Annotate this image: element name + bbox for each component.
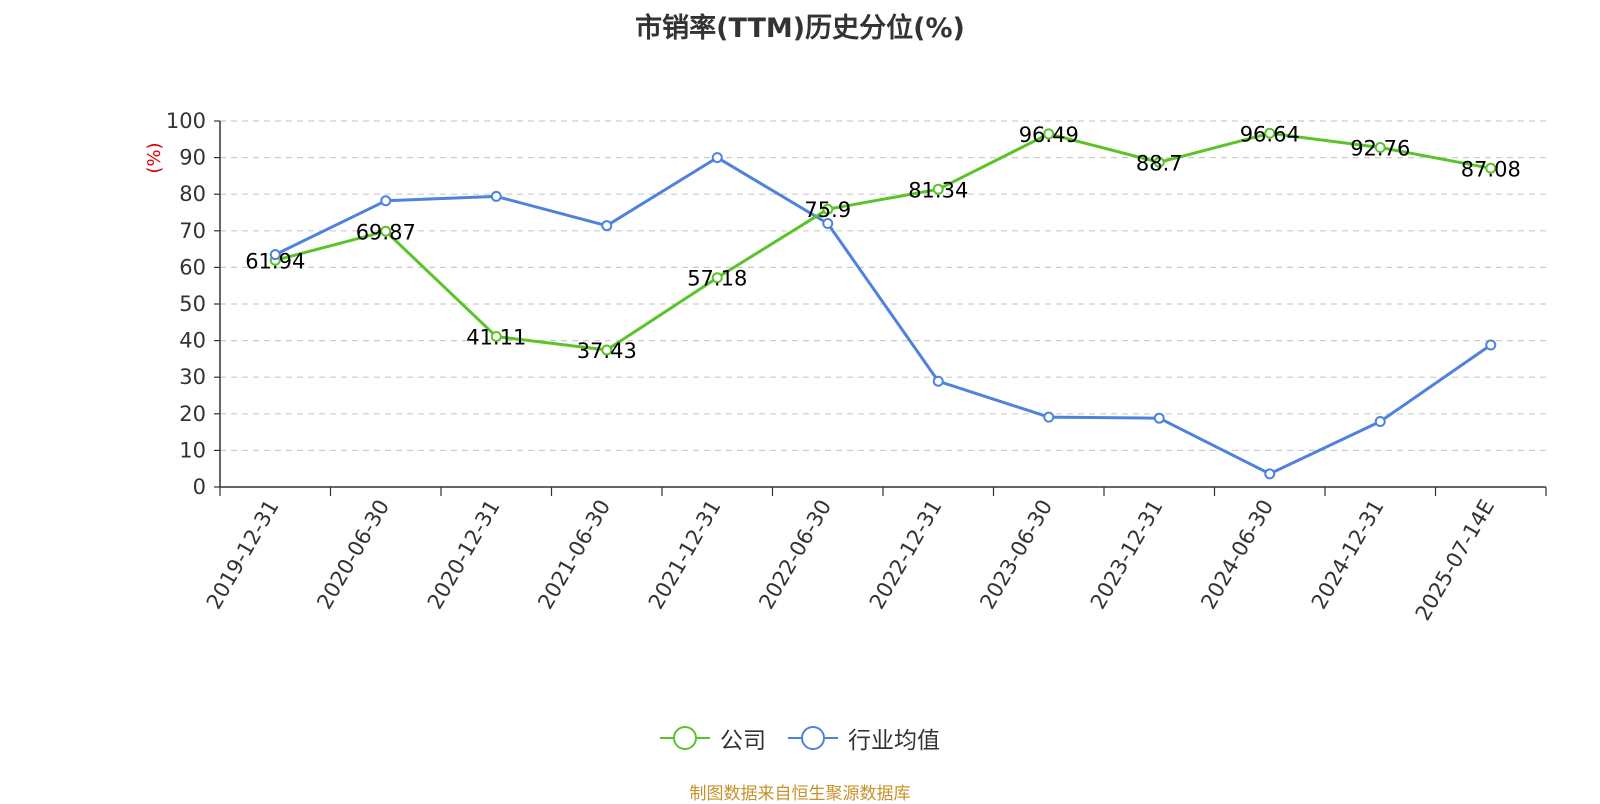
data-label: 92.76 — [1350, 136, 1410, 160]
data-label: 61.94 — [245, 249, 305, 273]
data-label: 57.18 — [687, 267, 747, 291]
data-point — [711, 272, 723, 284]
x-tick-label: 2024-06-30 — [1196, 496, 1278, 614]
x-tick-label: 2019-12-31 — [202, 496, 284, 614]
data-point — [822, 203, 834, 215]
data-point — [1043, 411, 1055, 423]
data-label: 41.11 — [466, 326, 526, 350]
data-label: 37.43 — [577, 339, 637, 363]
legend-label-company: 公司 — [720, 728, 766, 754]
data-label: 75.9 — [804, 198, 851, 222]
data-point — [380, 225, 392, 237]
x-tick-label: 2022-12-31 — [865, 496, 947, 614]
data-label: 96.64 — [1240, 122, 1300, 146]
data-point — [1043, 128, 1055, 140]
data-point — [1374, 141, 1386, 153]
x-tick-label: 2024-12-31 — [1307, 496, 1389, 614]
axes: 0 10 20 30 40 50 60 70 80 90 100 2019-12-31 2020-06-… — [166, 109, 1547, 625]
x-tick-label: 2021-06-30 — [533, 496, 615, 614]
y-tick-label: 50 — [179, 292, 206, 316]
data-point — [1485, 339, 1497, 351]
x-tick-label: 2020-06-30 — [312, 496, 394, 614]
y-tick-label: 100 — [166, 109, 206, 133]
source-note: 制图数据来自恒生聚源数据库 — [689, 784, 911, 804]
grid-lines — [220, 120, 1546, 451]
y-tick-label: 0 — [193, 475, 206, 499]
data-label: 81.34 — [908, 178, 968, 202]
data-label: 69.87 — [356, 220, 416, 244]
series-layer — [269, 127, 1497, 480]
chart-title: 市销率(TTM)历史分位(%) — [635, 13, 965, 44]
legend-swatch-company — [660, 726, 710, 750]
x-tick-label: 2021-12-31 — [644, 496, 726, 614]
y-tick-label: 40 — [179, 329, 206, 353]
data-point — [1153, 156, 1165, 168]
x-tick-label: 2022-06-30 — [754, 496, 836, 614]
legend-label-industry: 行业均值 — [848, 728, 940, 754]
data-point — [1264, 468, 1276, 480]
data-label: 87.08 — [1461, 157, 1521, 181]
data-point — [1374, 415, 1386, 427]
data-point — [1485, 162, 1497, 174]
data-labels: 61.94 69.87 41.11 37.43 57.18 75.9 81.34 96.49 8… — [245, 122, 1521, 363]
data-point — [490, 190, 502, 202]
data-label: 88.7 — [1136, 151, 1183, 175]
y-tick-label: 30 — [179, 365, 206, 389]
y-axis-label: (%) — [144, 142, 165, 173]
legend-item-industry[interactable]: 行业均值 — [788, 721, 940, 755]
data-point — [601, 344, 613, 356]
x-tick-label: 2020-12-31 — [423, 496, 505, 614]
legend: 公司 行业均值 — [0, 721, 1600, 755]
data-point — [490, 331, 502, 343]
legend-swatch-industry — [788, 726, 838, 750]
data-point — [822, 217, 834, 229]
x-tick-label: 2025-07-14E — [1411, 496, 1499, 625]
x-tick-label: 2023-06-30 — [975, 496, 1057, 614]
data-point — [932, 183, 944, 195]
y-tick-label: 60 — [179, 255, 206, 279]
y-tick-label: 70 — [179, 219, 206, 243]
data-point — [932, 375, 944, 387]
series-line — [274, 156, 1492, 476]
data-point — [601, 220, 613, 232]
y-tick-label: 10 — [179, 438, 206, 462]
data-point — [269, 249, 281, 261]
data-point — [1264, 127, 1276, 139]
y-tick-label: 90 — [179, 146, 206, 170]
data-point — [380, 195, 392, 207]
y-tick-label: 20 — [179, 402, 206, 426]
x-tick-label: 2023-12-31 — [1086, 496, 1168, 614]
data-point — [711, 152, 723, 164]
data-label: 96.49 — [1019, 123, 1079, 147]
legend-item-company[interactable]: 公司 — [660, 721, 766, 755]
series-line — [274, 131, 1492, 352]
y-tick-label: 80 — [179, 182, 206, 206]
data-point — [1153, 412, 1165, 424]
